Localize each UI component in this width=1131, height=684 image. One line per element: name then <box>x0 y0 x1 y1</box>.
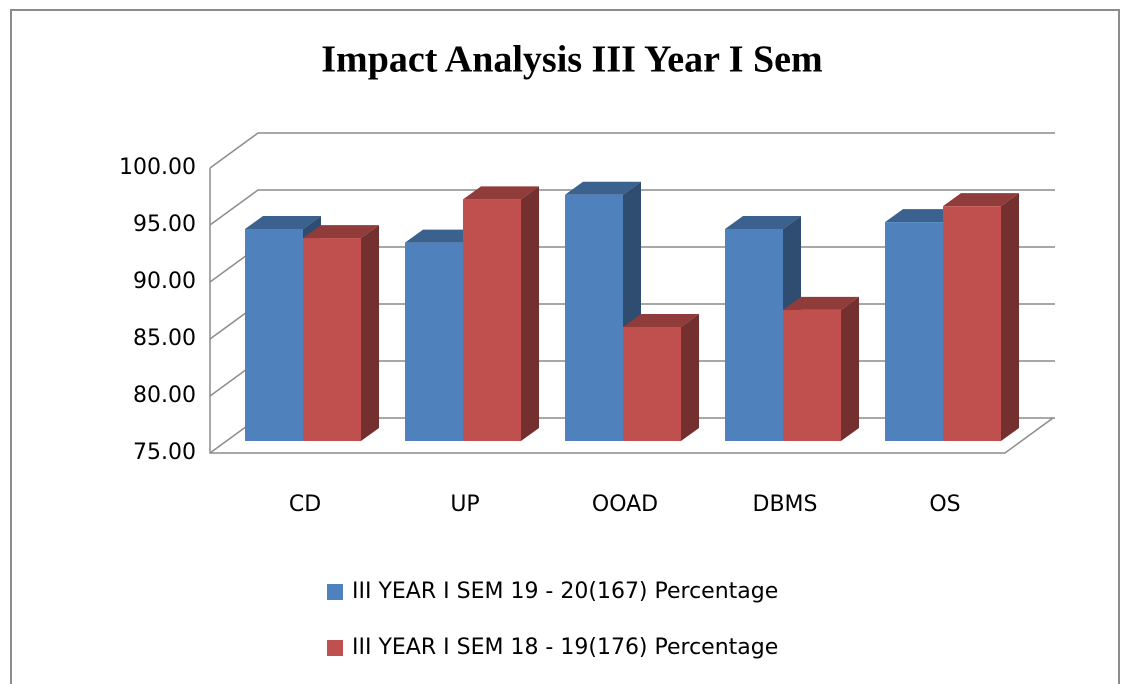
bar <box>565 181 641 441</box>
bar-top <box>725 215 801 229</box>
y-tick-label: 80.00 <box>133 383 196 408</box>
bar-front <box>783 309 841 441</box>
grid-line <box>209 132 1055 169</box>
bar-front <box>463 199 521 441</box>
bar-top <box>245 215 321 229</box>
x-tick-label: OS <box>929 492 960 517</box>
bar-front <box>725 228 783 441</box>
y-tick-label: 90.00 <box>133 269 196 294</box>
bar <box>623 314 699 441</box>
x-tick-label: CD <box>289 492 321 517</box>
bar-top <box>783 296 859 310</box>
x-tick-label: OOAD <box>592 492 658 517</box>
bar <box>783 296 859 441</box>
bar-front <box>885 222 943 441</box>
bar-top <box>303 225 379 239</box>
legend-swatch <box>327 584 343 600</box>
x-tick-label: UP <box>450 492 479 517</box>
bar-side <box>1001 193 1019 441</box>
bar-top <box>885 209 961 223</box>
bar-front <box>623 327 681 441</box>
bar <box>943 193 1019 441</box>
bar-front <box>245 228 303 441</box>
grid-line <box>209 189 1055 226</box>
left-wall <box>209 168 1054 454</box>
legend-label: III YEAR I SEM 19 - 20(167) Percentage <box>352 579 778 604</box>
bar <box>463 186 539 441</box>
bar-side <box>361 225 379 441</box>
y-tick-label: 95.00 <box>133 212 196 237</box>
bar-front <box>405 242 463 441</box>
chart-title: Impact Analysis III Year I Sem <box>321 39 822 81</box>
bar-top <box>565 181 641 195</box>
bar-top <box>405 229 481 243</box>
bar-top <box>463 186 539 200</box>
bar-front <box>303 238 361 441</box>
bar-front <box>943 206 1001 441</box>
bar-side <box>841 296 859 441</box>
x-tick-label: DBMS <box>753 492 818 517</box>
legend-swatch <box>327 640 343 656</box>
legend-label: III YEAR I SEM 18 - 19(176) Percentage <box>352 635 778 660</box>
y-tick-label: 85.00 <box>133 326 196 351</box>
y-tick-label: 100.00 <box>119 155 196 180</box>
bar-top <box>943 193 1019 207</box>
bar-side <box>521 186 539 441</box>
bar-front <box>565 194 623 441</box>
bar-side <box>681 314 699 441</box>
bar <box>303 225 379 441</box>
bar-top <box>623 314 699 327</box>
y-tick-label: 75.00 <box>133 440 196 465</box>
